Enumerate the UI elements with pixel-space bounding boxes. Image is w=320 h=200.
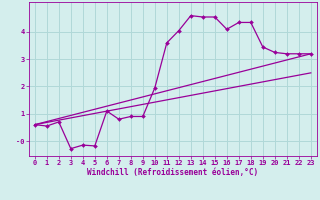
X-axis label: Windchill (Refroidissement éolien,°C): Windchill (Refroidissement éolien,°C) (87, 168, 258, 177)
